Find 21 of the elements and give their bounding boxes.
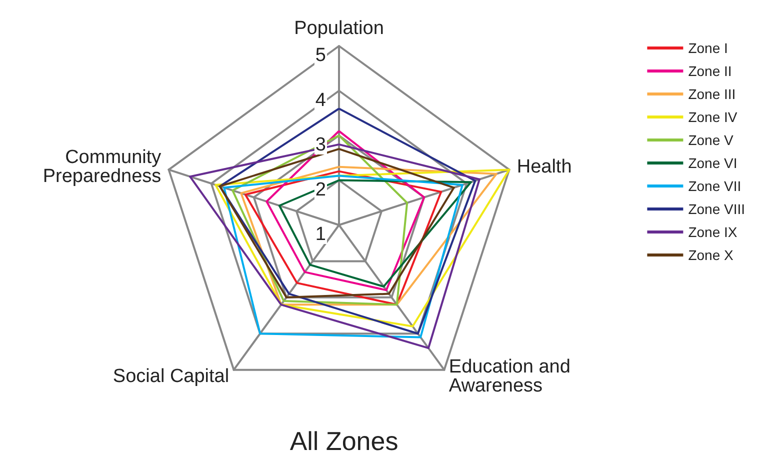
- legend-label: Zone VIII: [688, 201, 746, 217]
- y-tick-label: 5: [315, 45, 326, 66]
- legend-label: Zone VII: [688, 178, 742, 194]
- y-tick-label: 3: [315, 134, 326, 156]
- spoke-label: Education and Awareness: [448, 356, 570, 396]
- y-tick-label: 2: [315, 179, 326, 200]
- legend-label: Zone II: [688, 63, 732, 79]
- y-tick-label: 1: [315, 224, 326, 245]
- spoke-label: Community Preparedness: [42, 147, 162, 188]
- spoke-label: Social Capital: [112, 366, 230, 387]
- legend-label: Zone IX: [688, 224, 738, 240]
- spoke-label: Population: [294, 18, 384, 39]
- spoke-label: Health: [516, 156, 572, 178]
- legend-label: Zone IV: [688, 109, 738, 125]
- text: All Zones: [290, 426, 398, 456]
- legend-label: Zone VI: [688, 155, 738, 171]
- legend-label: Zone III: [688, 86, 736, 102]
- legend-label: Zone V: [688, 132, 734, 148]
- y-tick-label: 4: [315, 90, 326, 111]
- legend-label: Zone I: [688, 40, 728, 56]
- legend-label: Zone X: [688, 247, 734, 263]
